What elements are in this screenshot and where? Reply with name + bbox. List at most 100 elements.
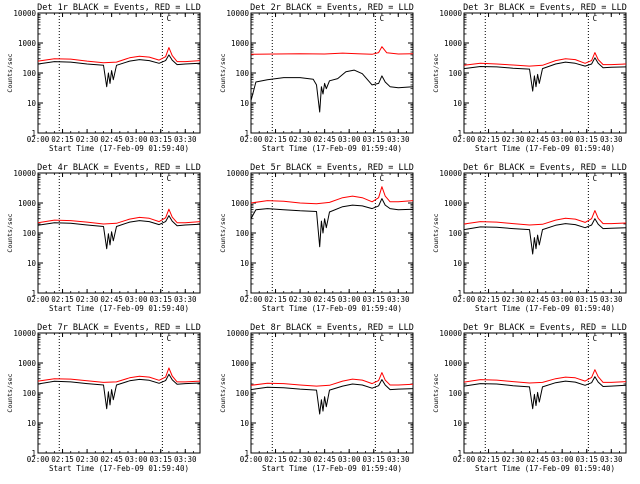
det9-ytick-label: 1000: [444, 359, 463, 368]
det1-panel: Det 1r BLACK = Events, RED = LLD 1 10 100 10…: [6, 3, 201, 153]
det3-xtick-label: 02:15: [477, 135, 500, 144]
det4-plot-frame: [37, 172, 201, 294]
det5-xtick-label: 02:15: [264, 295, 287, 304]
det1-ytick-label: 10: [27, 99, 37, 108]
det4-events-line: [37, 215, 201, 250]
det9-ytick-label: 10000: [439, 329, 462, 338]
det3-xtick-label: 02:45: [526, 135, 549, 144]
det6-ytick-label: 1: [457, 289, 462, 298]
det3-ytick-label: 1: [457, 129, 462, 138]
det6-xlabel: Start Time (17-Feb-09 01:59:40): [475, 304, 615, 313]
det1-title: Det 1r BLACK = Events, RED = LLD: [37, 3, 201, 13]
det8-ytick-label: 100: [235, 389, 249, 398]
det4-ylabel: Counts/sec: [6, 213, 14, 252]
det6-xtick-label: 02:45: [526, 295, 549, 304]
det9-panel: Det 9r BLACK = Events, RED = LLD 1 10 100 10…: [432, 323, 627, 473]
det5-ytick-label: 100: [235, 229, 249, 238]
det6-ylabel: Counts/sec: [432, 213, 440, 252]
det8-ytick-label: 1000: [231, 359, 250, 368]
det8-xlabel: Start Time (17-Feb-09 01:59:40): [262, 464, 402, 473]
det1-xtick-label: 02:45: [100, 135, 123, 144]
det1-ytick-label: 1000: [18, 39, 37, 48]
det8-xtick-label: 03:30: [387, 455, 410, 464]
det7-events-line: [37, 373, 201, 410]
det9-ylabel: Counts/sec: [432, 373, 440, 412]
det7-panel: Det 7r BLACK = Events, RED = LLD 1 10 100 10…: [6, 323, 201, 473]
det7-ytick-label: 1000: [18, 359, 37, 368]
det4-xtick-label: 02:30: [76, 295, 99, 304]
det6-xtick-label: 03:30: [600, 295, 623, 304]
det4-xtick-label: 02:45: [100, 295, 123, 304]
det6-ytick-label: 1000: [444, 199, 463, 208]
det8-ytick-label: 10000: [226, 329, 249, 338]
det1-ytick-label: 100: [22, 69, 36, 78]
det2-ylabel: Counts/sec: [219, 53, 227, 92]
det7-xtick-label: 03:00: [125, 455, 148, 464]
det4-ytick-label: 10000: [13, 169, 36, 178]
det3-xlabel: Start Time (17-Feb-09 01:59:40): [475, 144, 615, 153]
det2-xtick-label: 02:00: [240, 135, 263, 144]
det9-xlabel: Start Time (17-Feb-09 01:59:40): [475, 464, 615, 473]
det7-ytick-label: 10: [27, 419, 37, 428]
det2-ytick-label: 10: [240, 99, 250, 108]
det4-ytick-label: 1: [31, 289, 36, 298]
det6-xtick-label: 03:15: [575, 295, 598, 304]
det6-title: Det 6r BLACK = Events, RED = LLD: [463, 163, 627, 173]
det9-xtick-label: 02:00: [453, 455, 476, 464]
det2-xlabel: Start Time (17-Feb-09 01:59:40): [262, 144, 402, 153]
det5-ytick-label: 1: [244, 289, 249, 298]
det1-marker-label: C: [167, 14, 172, 23]
det8-panel: Det 8r BLACK = Events, RED = LLD 1 10 100 10…: [219, 323, 414, 473]
det5-ylabel: Counts/sec: [219, 213, 227, 252]
det9-ytick-label: 1: [457, 449, 462, 458]
det7-xtick-label: 02:45: [100, 455, 123, 464]
det2-xtick-label: 02:15: [264, 135, 287, 144]
det4-xtick-label: 03:30: [174, 295, 197, 304]
det2-ytick-label: 1000: [231, 39, 250, 48]
det8-events-line: [250, 379, 414, 415]
det1-events-line: [37, 54, 201, 88]
det5-xtick-label: 02:45: [313, 295, 336, 304]
det3-panel: Det 3r BLACK = Events, RED = LLD 1 10 100 10…: [432, 3, 627, 153]
det3-ytick-label: 1000: [444, 39, 463, 48]
det2-xtick-label: 03:30: [387, 135, 410, 144]
det4-lld-line: [37, 208, 201, 225]
det1-xtick-label: 02:00: [27, 135, 50, 144]
det3-ytick-label: 10: [453, 99, 463, 108]
det6-events-line: [463, 218, 627, 255]
det3-lld-line: [463, 52, 627, 67]
det2-xtick-label: 02:30: [289, 135, 312, 144]
det7-title: Det 7r BLACK = Events, RED = LLD: [37, 323, 201, 333]
det1-ytick-label: 1: [31, 129, 36, 138]
det8-xtick-label: 03:00: [338, 455, 361, 464]
det6-xtick-label: 02:00: [453, 295, 476, 304]
det1-xtick-label: 03:30: [174, 135, 197, 144]
det9-marker-label: C: [593, 334, 598, 343]
det1-xtick-label: 02:30: [76, 135, 99, 144]
det8-title: Det 8r BLACK = Events, RED = LLD: [250, 323, 414, 333]
det3-xtick-label: 03:00: [551, 135, 574, 144]
det7-xtick-label: 02:00: [27, 455, 50, 464]
det8-marker-label: C: [380, 334, 385, 343]
det7-lld-line: [37, 367, 201, 383]
det5-panel: Det 5r BLACK = Events, RED = LLD 1 10 100 10…: [219, 163, 414, 313]
det4-marker-label: C: [167, 174, 172, 183]
det6-xtick-label: 02:30: [502, 295, 525, 304]
det3-xtick-label: 02:30: [502, 135, 525, 144]
det4-xtick-label: 02:00: [27, 295, 50, 304]
det7-xtick-label: 03:15: [149, 455, 172, 464]
det2-xtick-label: 02:45: [313, 135, 336, 144]
det8-xtick-label: 03:15: [362, 455, 385, 464]
det7-xtick-label: 02:30: [76, 455, 99, 464]
det6-ytick-label: 100: [448, 229, 462, 238]
det3-events-line: [463, 57, 627, 92]
det4-ytick-label: 10: [27, 259, 37, 268]
det6-lld-line: [463, 210, 627, 226]
det3-title: Det 3r BLACK = Events, RED = LLD: [463, 3, 627, 13]
det6-marker-label: C: [593, 174, 598, 183]
det1-plot-frame: [37, 12, 201, 134]
det9-ytick-label: 10: [453, 419, 463, 428]
det1-xlabel: Start Time (17-Feb-09 01:59:40): [49, 144, 189, 153]
det7-ytick-label: 10000: [13, 329, 36, 338]
det7-ylabel: Counts/sec: [6, 373, 14, 412]
